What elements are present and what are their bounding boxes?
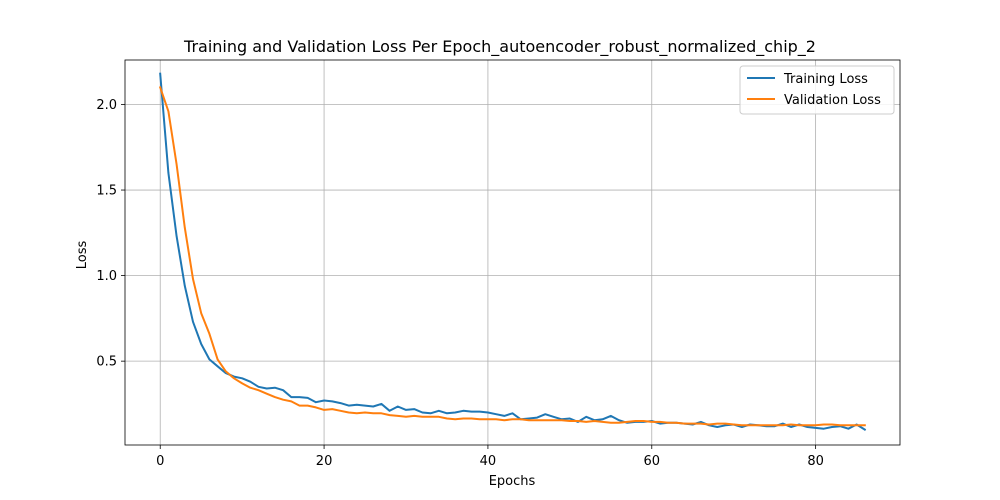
y-axis-label: Loss xyxy=(75,241,90,270)
chart-title: Training and Validation Loss Per Epoch_a… xyxy=(183,37,816,57)
x-tick-label: 20 xyxy=(316,454,333,469)
x-tick-label: 0 xyxy=(156,454,164,469)
legend-label-validation: Validation Loss xyxy=(784,93,881,108)
y-tick-label: 0.5 xyxy=(96,355,117,370)
y-tick-label: 2.0 xyxy=(96,98,117,113)
y-tick-label: 1.5 xyxy=(96,184,117,199)
x-axis-label: Epochs xyxy=(489,474,536,489)
x-tick-label: 60 xyxy=(643,454,660,469)
axis-ticks: 0 20 40 60 80 0.5 1.0 1.5 2.0 xyxy=(96,98,824,469)
x-tick-label: 80 xyxy=(807,454,824,469)
series-line-validation-loss xyxy=(158,86,866,427)
x-tick-label: 40 xyxy=(480,454,497,469)
legend: Training Loss Validation Loss xyxy=(739,65,895,115)
legend-box xyxy=(739,65,895,115)
plot-frame xyxy=(124,59,901,446)
legend-label-training: Training Loss xyxy=(783,72,868,87)
y-tick-label: 1.0 xyxy=(96,269,117,284)
series-layer xyxy=(158,72,867,431)
